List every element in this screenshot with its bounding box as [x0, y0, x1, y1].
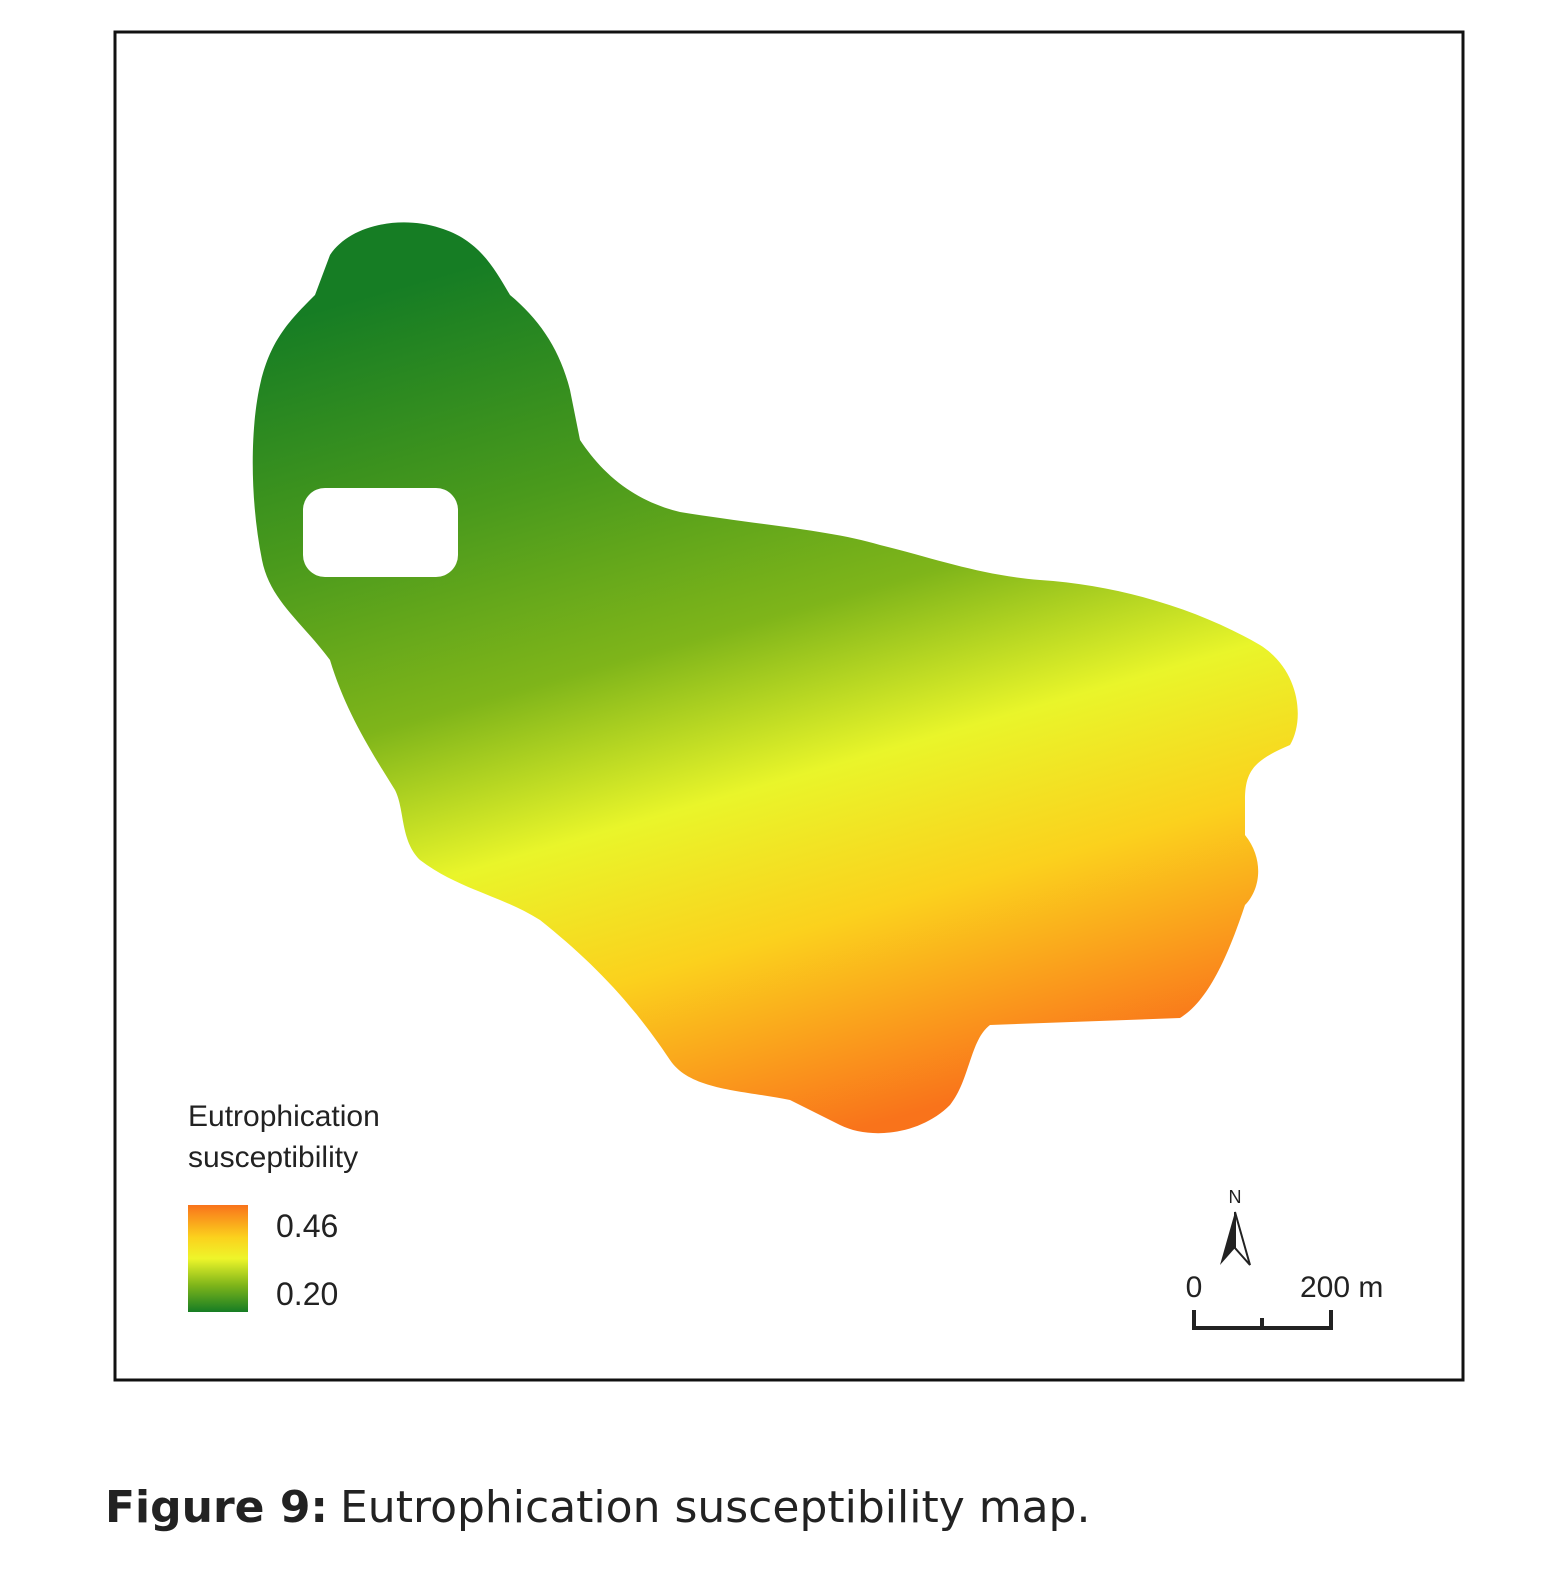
- lake: [252, 222, 1298, 1134]
- scale-bar: [1192, 1310, 1333, 1330]
- island: [303, 488, 458, 577]
- legend-label: 0.20: [276, 1276, 338, 1312]
- north-arrow: [1234, 1211, 1251, 1266]
- legend-color-bar: [188, 1205, 248, 1312]
- caption-label: Figure 9:: [105, 1482, 328, 1533]
- legend-title: susceptibility: [188, 1141, 358, 1174]
- legend-label: 0.46: [276, 1208, 338, 1244]
- legend-title: Eutrophication: [188, 1100, 380, 1133]
- north-arrow: [1220, 1212, 1235, 1265]
- north-label: N: [1229, 1187, 1242, 1207]
- scale-label: 0: [1186, 1271, 1203, 1304]
- caption-text: Eutrophication susceptibility map.: [340, 1482, 1090, 1533]
- scale-label: 200 m: [1300, 1271, 1383, 1304]
